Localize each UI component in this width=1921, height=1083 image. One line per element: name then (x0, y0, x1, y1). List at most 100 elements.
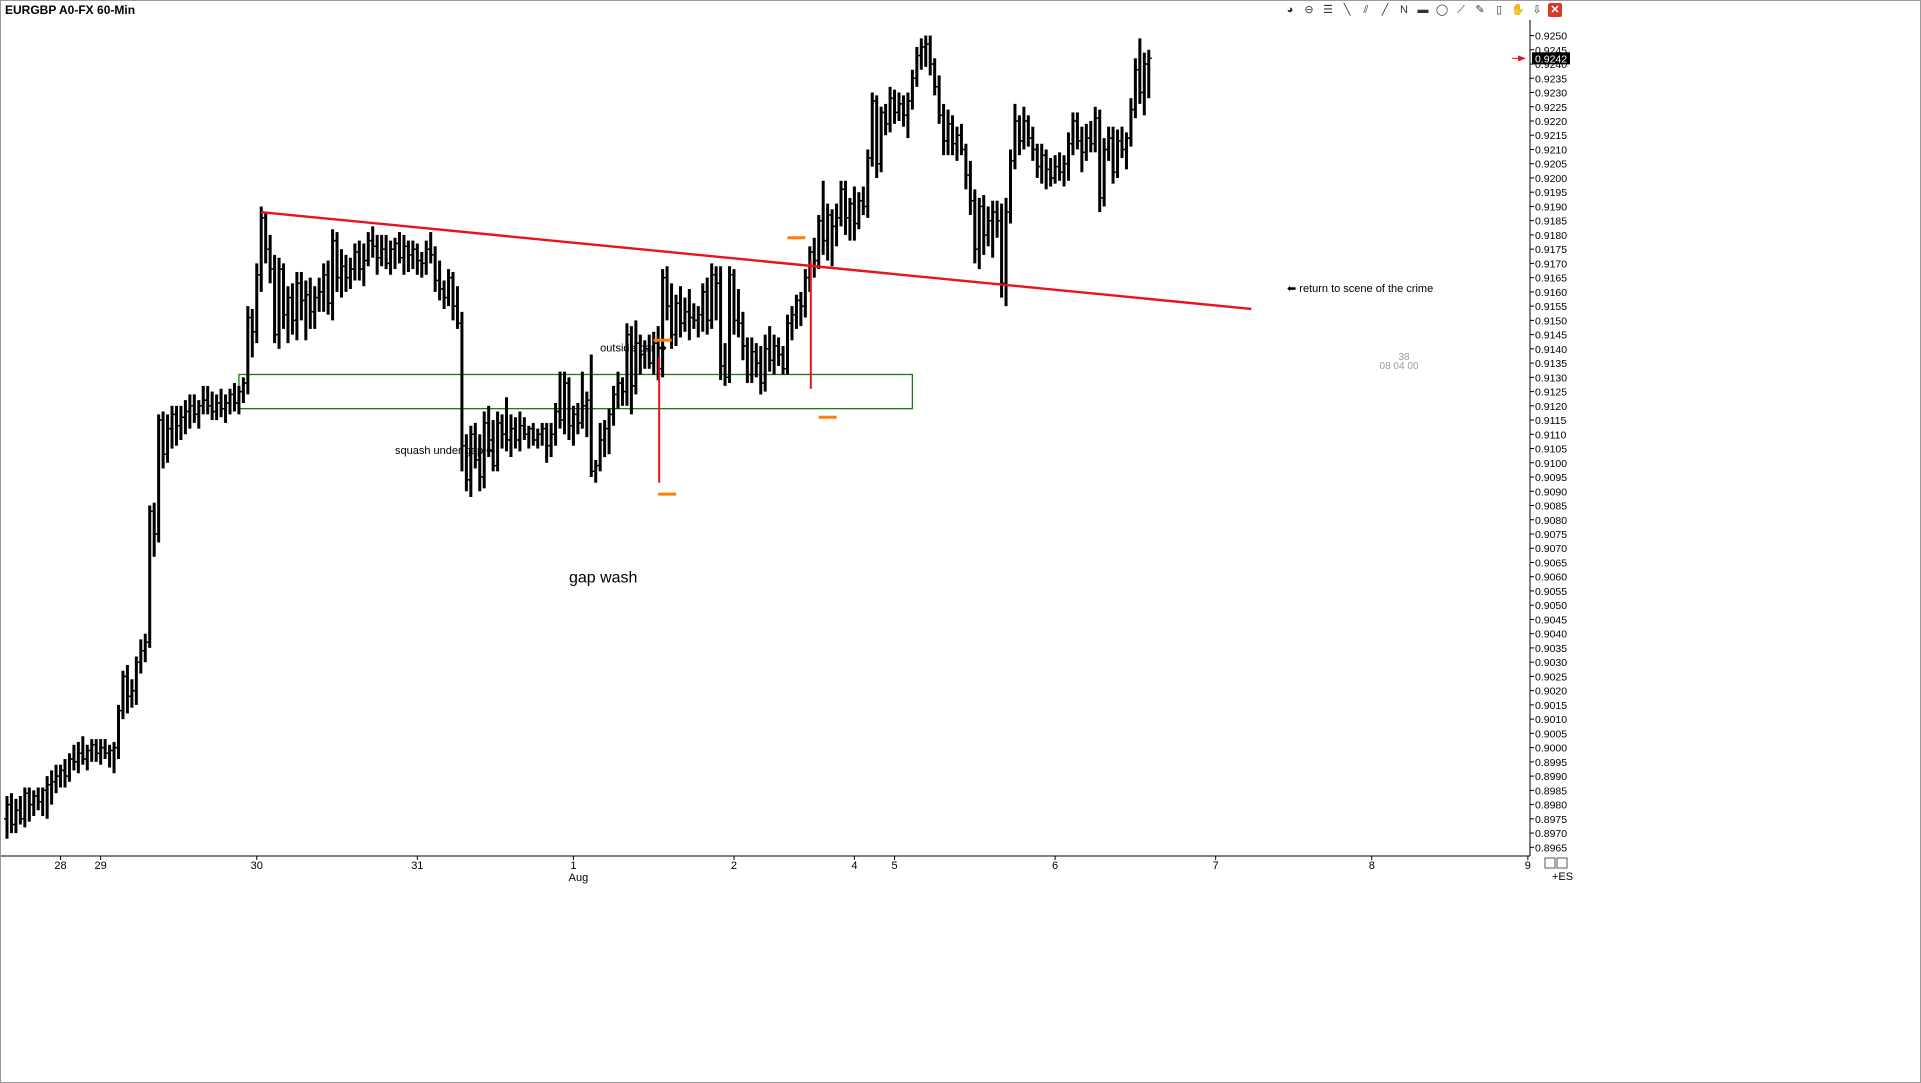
chart-style-icon[interactable]: ◕ (1286, 4, 1294, 16)
ohlc-bar (111, 741, 118, 774)
price-tick-label: 0.9035 (1535, 643, 1567, 655)
ohlc-bar (35, 787, 42, 811)
arrow-icon[interactable]: ⇩ (1532, 4, 1542, 16)
price-tick-label: 0.9150 (1535, 315, 1567, 327)
time-tick-label: 4 (851, 860, 857, 872)
ohlc-bar (873, 95, 880, 178)
ohlc-bar (222, 394, 229, 423)
notes-icon[interactable]: ☰ (1323, 4, 1333, 16)
price-tick-label: 0.9250 (1535, 31, 1567, 43)
ohlc-bar (182, 400, 189, 435)
ohlc-bar (887, 86, 894, 133)
ohlc-bar (904, 92, 911, 139)
ohlc-bar (454, 286, 461, 329)
ohlc-bar (293, 271, 300, 341)
ohlc-bar (717, 266, 724, 381)
scroll-left-button[interactable] (1544, 857, 1556, 869)
n-wave-icon[interactable]: N (1400, 4, 1408, 16)
ohlc-bar (833, 203, 840, 247)
ohlc-bar (771, 334, 778, 375)
price-tick-label: 0.9200 (1535, 173, 1567, 185)
ohlc-bar (1016, 115, 1023, 156)
ohlc-bar (160, 411, 167, 469)
ohlc-bar (12, 798, 19, 834)
ohlc-bar (521, 417, 528, 440)
ohlc-bar (726, 266, 733, 384)
price-tick-label: 0.9010 (1535, 714, 1567, 726)
time-tick-label: 2 (731, 860, 737, 872)
ohlc-bar (762, 334, 769, 392)
ohlc-bar (686, 289, 693, 341)
time-tick-label: 31 (411, 860, 423, 872)
target-icon[interactable]: ⊖ (1304, 4, 1314, 16)
ohlc-bar (378, 234, 385, 267)
ohlc-bar (70, 744, 77, 771)
price-tick-label: 0.9085 (1535, 501, 1567, 513)
ohlc-bar (673, 294, 679, 347)
ohlc-bar (369, 226, 376, 258)
price-tick-label: 0.9090 (1535, 486, 1567, 498)
price-tick-label: 0.9015 (1535, 700, 1567, 712)
ohlc-bar (927, 35, 934, 76)
parallel-lines-icon[interactable]: ⫽ (1363, 4, 1369, 16)
ohlc-bar (766, 326, 773, 372)
ohlc-bar (878, 106, 885, 173)
ohlc-bar (574, 402, 581, 435)
ohlc-bar (320, 263, 327, 312)
ohlc-bar (842, 180, 849, 235)
ohlc-bar (695, 306, 702, 338)
ohlc-bar (374, 234, 381, 275)
highlighter-icon[interactable]: ▬ (1417, 4, 1429, 16)
ohlc-bar (79, 736, 86, 765)
ohlc-bar (994, 200, 1001, 238)
brush-icon[interactable]: ✎ (1475, 4, 1485, 16)
ohlc-bar (753, 343, 760, 378)
price-tick-label: 0.9105 (1535, 444, 1567, 456)
circle-icon[interactable]: ◯ (1435, 4, 1449, 16)
ohlc-bar (39, 787, 46, 816)
price-tick-label: 0.9060 (1535, 572, 1567, 584)
crosshair-readout: 38 (1398, 352, 1410, 363)
ohlc-bar (17, 796, 24, 825)
ohlc-bar (57, 764, 64, 788)
price-tick-label: 0.9030 (1535, 657, 1567, 669)
ohlc-bar (227, 388, 233, 415)
bar-style-icon[interactable]: ▯ (1495, 4, 1503, 16)
ohlc-bar (1034, 143, 1041, 178)
ohlc-bar (980, 195, 987, 255)
close-icon[interactable]: ✕ (1548, 3, 1562, 17)
ohlc-bar (204, 385, 211, 415)
ohlc-bar (1110, 126, 1117, 184)
ohlc-bar (128, 679, 135, 708)
ohlc-bar (1136, 38, 1143, 104)
ohlc-bar (690, 303, 697, 329)
ohlc-bar (1029, 126, 1036, 161)
draw-line-icon[interactable]: ╲ (1343, 4, 1351, 16)
ohlc-bar (151, 502, 158, 557)
ohlc-bar (213, 394, 220, 421)
price-axis: 0.92500.92450.92400.92350.92300.92250.92… (1, 20, 1570, 857)
ohlc-bar (579, 371, 586, 429)
ohlc-bar (342, 254, 349, 292)
ohlc-bar (93, 739, 100, 762)
ohlc-bar (244, 306, 251, 395)
zigzag-icon[interactable]: ⟋ (1457, 4, 1465, 16)
ohlc-bar (958, 123, 965, 156)
time-tick-label: 28 (54, 860, 66, 872)
ohlc-bar (1132, 58, 1139, 119)
hand-icon[interactable]: ✋ (1511, 4, 1525, 16)
ohlc-bar (119, 670, 126, 720)
channel-icon[interactable]: ╱ (1381, 4, 1389, 16)
ohlc-bar (1083, 123, 1090, 161)
scroll-right-button[interactable] (1556, 857, 1568, 869)
ohlc-bar (463, 434, 470, 492)
ohlc-bar (347, 257, 354, 290)
ohlc-bar (1056, 152, 1063, 181)
price-tick-label: 0.9025 (1535, 671, 1567, 683)
price-tick-label: 0.9195 (1535, 187, 1567, 199)
ohlc-bar (124, 665, 131, 714)
ohlc-bar (583, 391, 590, 438)
ohlc-bar (360, 243, 367, 287)
ohlc-bar (102, 739, 109, 760)
